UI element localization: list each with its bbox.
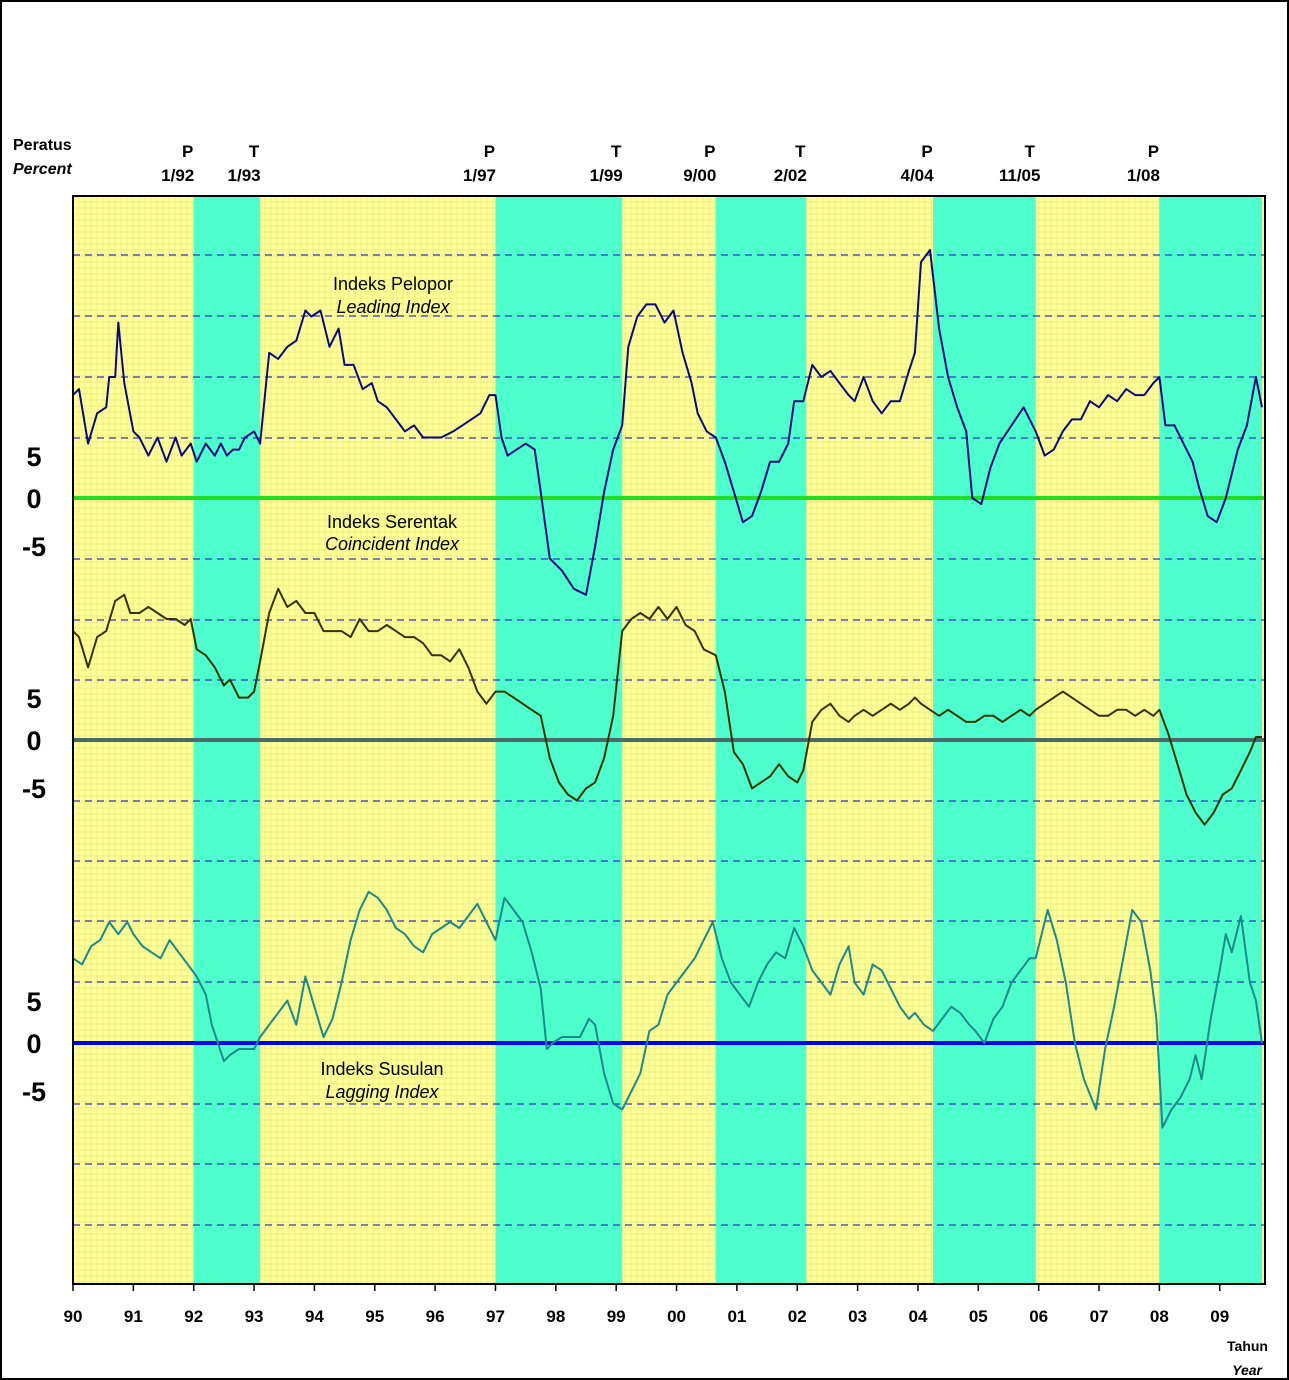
coincident-index-line	[72, 587, 1262, 826]
x-tick-label: 06	[1029, 1307, 1048, 1326]
y-axis-label: Peratus	[13, 137, 72, 154]
leading-index-y-tick-label: -5	[22, 532, 46, 562]
x-tick-label: 99	[607, 1307, 626, 1326]
x-tick-label: 97	[486, 1307, 505, 1326]
turning-point-type: T	[1024, 142, 1035, 161]
series-labels: Indeks Pelopor Leading Index Indeks Sere…	[320, 274, 460, 1102]
coincident-index-y-tick-label: -5	[22, 774, 46, 804]
coincident-index-y-tick-label: 5	[26, 684, 41, 714]
leading-index-name-en: Leading Index	[336, 297, 450, 317]
turning-point-type: T	[611, 142, 622, 161]
coincident-index-name-en: Coincident Index	[325, 534, 460, 554]
leading-index-y-tick-label: 5	[26, 442, 41, 472]
turning-point-date: 1/08	[1127, 166, 1160, 185]
turning-point-type: P	[182, 142, 193, 161]
x-tick-label: 05	[969, 1307, 988, 1326]
turning-point-date: 1/92	[161, 166, 194, 185]
x-tick-label: 92	[184, 1307, 203, 1326]
turning-point-date: 4/04	[901, 166, 935, 185]
leading-index-y-tick-label: 0	[26, 484, 41, 514]
coincident-index-name: Indeks Serentak	[327, 512, 458, 532]
plot-border	[72, 195, 1266, 1285]
x-tick-label: 03	[848, 1307, 867, 1326]
x-axis-label-en: Year	[1232, 1362, 1263, 1378]
turning-point-date: 2/02	[774, 166, 807, 185]
x-tick-label: 95	[365, 1307, 384, 1326]
turning-point-type: P	[1148, 142, 1159, 161]
lagging-index-y-tick-label: 5	[26, 987, 41, 1017]
leading-index-line	[72, 249, 1263, 596]
lagging-index-name: Indeks Susulan	[320, 1059, 443, 1079]
turning-point-date: 1/93	[228, 166, 261, 185]
lagging-index-y-tick-label: -5	[22, 1077, 46, 1107]
x-tick-label: 91	[124, 1307, 143, 1326]
coincident-index-y-tick-label: 0	[26, 726, 41, 756]
turning-point-type: P	[704, 142, 715, 161]
x-tick-label: 02	[788, 1307, 807, 1326]
x-tick-label: 93	[245, 1307, 264, 1326]
x-tick-label: 96	[426, 1307, 445, 1326]
leading-index-name: Indeks Pelopor	[333, 274, 453, 294]
y-axis-label-en: Percent	[13, 161, 72, 178]
x-tick-label: 94	[305, 1307, 324, 1326]
turning-point-date: 11/05	[999, 166, 1041, 185]
lagging-index-name-en: Lagging Index	[325, 1082, 439, 1102]
x-tick-label: 04	[909, 1307, 928, 1326]
turning-point-date: 1/97	[463, 166, 496, 185]
x-tick-label: 00	[667, 1307, 686, 1326]
plot-area	[72, 195, 1266, 1285]
x-tick-label: 08	[1150, 1307, 1169, 1326]
x-tick-label: 07	[1090, 1307, 1109, 1326]
x-tick-label: 98	[546, 1307, 565, 1326]
x-tick-label: 90	[64, 1307, 83, 1326]
x-tick-label: 09	[1210, 1307, 1229, 1326]
turning-point-date: 9/00	[683, 166, 716, 185]
turning-point-type: P	[484, 142, 495, 161]
lagging-index-y-tick-label: 0	[26, 1029, 41, 1059]
turning-point-date: 1/99	[590, 166, 623, 185]
turning-point-type: T	[795, 142, 806, 161]
turning-point-type: T	[249, 142, 260, 161]
x-tick-label: 01	[727, 1307, 746, 1326]
lagging-index-line	[72, 890, 1263, 1129]
turning-point-type: P	[921, 142, 932, 161]
x-axis-label: Tahun	[1227, 1338, 1268, 1354]
